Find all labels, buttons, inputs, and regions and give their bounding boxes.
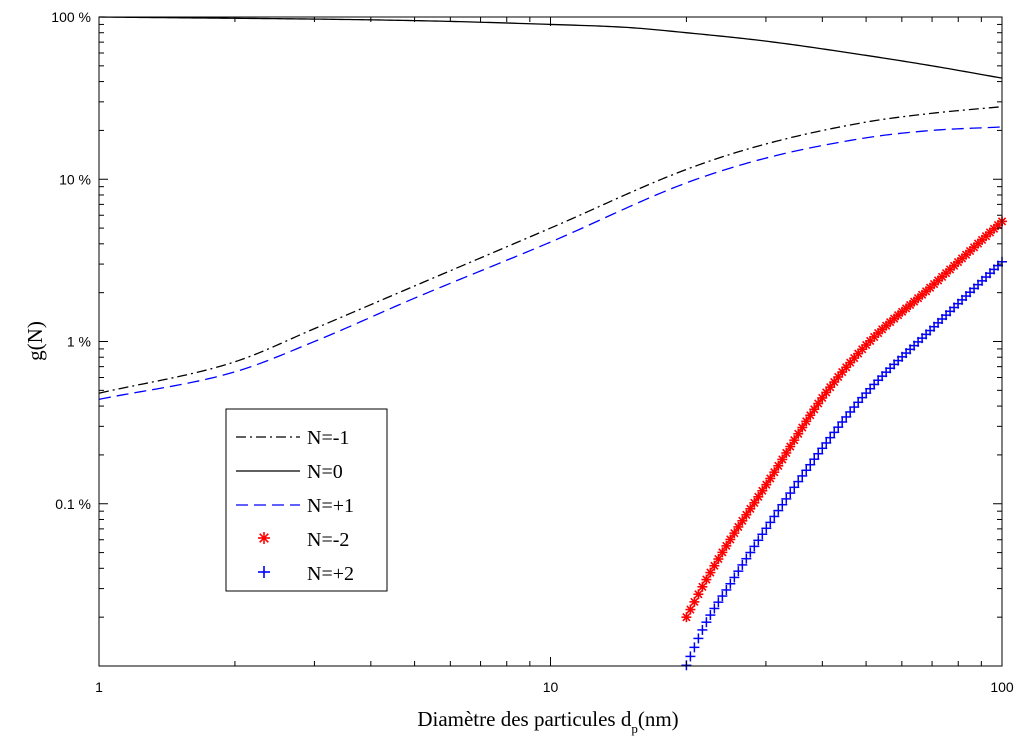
legend-entry-3: N=-2 [258, 529, 349, 551]
data-point [705, 567, 716, 578]
data-point [757, 529, 768, 540]
x-tick-label: 1 [95, 679, 103, 695]
data-point [821, 437, 832, 448]
data-point [713, 554, 724, 565]
legend-marker-star [259, 533, 269, 543]
x-axis-title: Diamètre des particules dp(nm) [417, 707, 678, 736]
data-point [785, 488, 796, 499]
data-point [809, 404, 820, 415]
legend-entry-2: N=+1 [236, 495, 354, 517]
data-point [705, 610, 716, 621]
data-point [717, 591, 728, 602]
data-point [793, 476, 804, 487]
data-point [737, 559, 748, 570]
data-point [805, 410, 816, 421]
x-tick-label: 10 [543, 679, 559, 695]
data-point [709, 560, 720, 571]
legend-label: N=0 [307, 461, 343, 483]
data-point [825, 382, 836, 393]
y-axis-title: g(N) [23, 321, 47, 361]
data-point [749, 497, 760, 508]
data-point [745, 503, 756, 514]
data-point [737, 515, 748, 526]
data-point [801, 465, 812, 476]
data-point [741, 509, 752, 520]
data-point [729, 528, 740, 539]
series-n0-1-line [98, 16, 1003, 79]
data-point [777, 499, 788, 510]
data-point [693, 633, 704, 644]
x-axis-title-subscript: p [631, 721, 638, 736]
data-point [745, 547, 756, 558]
data-point [781, 493, 792, 504]
data-point [757, 485, 768, 496]
series-n2-3-markers [681, 216, 1007, 623]
data-point [697, 581, 708, 592]
series-n2-4-markers [681, 256, 1007, 671]
data-point [785, 441, 796, 452]
data-point [837, 417, 848, 428]
data-point [697, 624, 708, 635]
data-point [817, 392, 828, 403]
data-point [685, 604, 696, 615]
legend-entry-4: N=+2 [258, 563, 354, 585]
data-point [753, 491, 764, 502]
data-point [733, 521, 744, 532]
data-point [701, 574, 712, 585]
y-tick-label: 1 % [67, 334, 91, 350]
legend-label: N=+2 [307, 563, 354, 585]
data-point [721, 584, 732, 595]
y-tick-label: 10 % [59, 171, 91, 187]
data-point [801, 416, 812, 427]
data-point [733, 566, 744, 577]
data-point [713, 597, 724, 608]
data-point [701, 617, 712, 628]
data-point [829, 427, 840, 438]
data-point [725, 578, 736, 589]
data-point [833, 422, 844, 433]
data-point [813, 398, 824, 409]
series-n1-2-line [98, 126, 1003, 400]
data-point [741, 553, 752, 564]
legend-label: N=-2 [307, 529, 349, 551]
data-point [689, 596, 700, 607]
data-point [797, 422, 808, 433]
data-point [789, 482, 800, 493]
data-point [681, 612, 692, 623]
data-point [749, 541, 760, 552]
x-axis-title-unit: (nm) [638, 707, 679, 731]
legend-box [225, 408, 388, 592]
legend-label: N=+1 [307, 495, 354, 517]
chart-marks [98, 16, 1007, 671]
legend-label: N=-1 [307, 427, 349, 449]
data-point [693, 589, 704, 600]
data-point [821, 387, 832, 398]
data-point [773, 505, 784, 516]
legend-entry-0: N=-1 [236, 427, 349, 449]
data-point [761, 523, 772, 534]
data-point [797, 470, 808, 481]
data-point [817, 443, 828, 454]
data-point [685, 651, 696, 662]
data-point [813, 448, 824, 459]
y-tick-label: 100 % [51, 9, 91, 25]
data-point [753, 535, 764, 546]
y-tick-label: 0.1 % [55, 496, 91, 512]
x-axis-title-main: Diamètre des particules d [417, 707, 631, 731]
legend: N=-1 N=0 N=+1 N=-2 N=+2 [225, 408, 388, 592]
axis-ticks: 1 10 100 100 % 10 % 1 % 0.1 % [51, 9, 1014, 695]
legend-entry-1: N=0 [236, 461, 343, 483]
data-point [709, 603, 720, 614]
data-point [805, 459, 816, 470]
x-tick-label: 100 [990, 679, 1014, 695]
data-point [825, 432, 836, 443]
series-n1-0-line [98, 106, 1003, 394]
data-point [729, 572, 740, 583]
data-point [765, 517, 776, 528]
data-point [689, 642, 700, 653]
data-point [769, 511, 780, 522]
data-point [809, 454, 820, 465]
